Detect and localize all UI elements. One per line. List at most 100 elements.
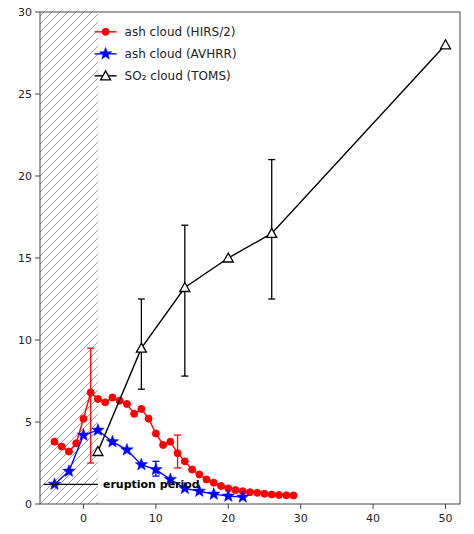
y-axis: 0 5 10 15 20 25 30 bbox=[18, 6, 40, 511]
legend-marker bbox=[102, 28, 109, 35]
plot-area bbox=[40, 12, 451, 504]
point bbox=[268, 491, 275, 498]
point bbox=[92, 424, 104, 436]
series bbox=[51, 348, 297, 499]
point bbox=[290, 492, 297, 499]
point bbox=[222, 490, 234, 502]
x-tick bbox=[300, 504, 301, 509]
y-tick-label: 5 bbox=[25, 416, 32, 429]
series bbox=[93, 40, 451, 456]
point bbox=[102, 399, 109, 406]
legend-label: SO₂ cloud (TOMS) bbox=[125, 69, 231, 83]
series-line bbox=[98, 45, 446, 452]
point bbox=[136, 343, 146, 352]
x-tick-label: 10 bbox=[149, 512, 163, 525]
error-bar-cap bbox=[87, 462, 94, 463]
point bbox=[51, 438, 58, 445]
y-tick bbox=[35, 340, 40, 341]
error-bar-stem bbox=[184, 225, 185, 376]
y-tick-label: 20 bbox=[18, 170, 32, 183]
error-bar-cap bbox=[87, 348, 94, 349]
point bbox=[150, 463, 162, 475]
plot-background bbox=[40, 12, 460, 504]
x-tick-label: 0 bbox=[80, 512, 87, 525]
y-tick-label: 25 bbox=[18, 88, 32, 101]
error-bar-cap bbox=[174, 467, 181, 468]
hatched-region bbox=[40, 12, 98, 504]
point bbox=[283, 492, 290, 499]
point bbox=[232, 487, 239, 494]
x-tick-label: 20 bbox=[221, 512, 235, 525]
annotation-line bbox=[44, 484, 98, 485]
point bbox=[58, 443, 65, 450]
y-tick bbox=[35, 176, 40, 177]
x-tick-label: 50 bbox=[439, 512, 453, 525]
point bbox=[210, 479, 217, 486]
plot-frame bbox=[40, 12, 460, 504]
error-bar-cap bbox=[138, 298, 145, 299]
error-bar-cap bbox=[174, 434, 181, 435]
error-bar-cap bbox=[268, 298, 275, 299]
point bbox=[152, 430, 159, 437]
point bbox=[167, 438, 174, 445]
annotation-text: eruption period bbox=[103, 478, 200, 491]
x-tick bbox=[445, 504, 446, 509]
point bbox=[65, 448, 72, 455]
point bbox=[208, 488, 220, 500]
y-tick-label: 30 bbox=[18, 6, 32, 19]
legend: ash cloud (HIRS/2)ash cloud (AVHRR)SO₂ c… bbox=[95, 25, 237, 83]
point bbox=[189, 466, 196, 473]
point bbox=[121, 443, 133, 455]
point bbox=[203, 476, 210, 483]
point bbox=[106, 435, 118, 447]
legend-marker bbox=[99, 47, 111, 59]
point bbox=[267, 228, 277, 237]
x-tick-label: 40 bbox=[366, 512, 380, 525]
legend-marker bbox=[101, 71, 111, 80]
error-bar-cap bbox=[268, 159, 275, 160]
point bbox=[275, 491, 282, 498]
y-tick-label: 10 bbox=[18, 334, 32, 347]
x-tick bbox=[373, 504, 374, 509]
error-bar-cap bbox=[181, 225, 188, 226]
point bbox=[94, 396, 101, 403]
y-tick bbox=[35, 94, 40, 95]
point bbox=[261, 490, 268, 497]
point bbox=[135, 458, 147, 470]
x-axis: 01020304050 bbox=[80, 504, 453, 525]
y-tick bbox=[35, 504, 40, 505]
point bbox=[109, 394, 116, 401]
series bbox=[48, 424, 249, 503]
point bbox=[180, 283, 190, 292]
x-tick bbox=[83, 504, 84, 509]
error-bar-cap bbox=[152, 475, 159, 476]
error-bar-cap bbox=[152, 461, 159, 462]
point bbox=[160, 441, 167, 448]
error-bar bbox=[87, 348, 94, 463]
chart: 01020304050051015202530eruption periodas… bbox=[0, 0, 474, 534]
point bbox=[174, 450, 181, 457]
error-bar-stem bbox=[90, 348, 91, 463]
series-line bbox=[54, 430, 242, 497]
legend-label: ash cloud (AVHRR) bbox=[125, 47, 237, 61]
point bbox=[93, 447, 103, 456]
y-tick-label: 0 bbox=[25, 498, 32, 511]
y-tick-label: 15 bbox=[18, 252, 32, 265]
error-bar bbox=[174, 435, 181, 468]
point bbox=[218, 482, 225, 489]
y-tick bbox=[35, 12, 40, 13]
x-tick bbox=[155, 504, 156, 509]
point bbox=[181, 458, 188, 465]
x-tick bbox=[228, 504, 229, 509]
y-tick bbox=[35, 258, 40, 259]
point bbox=[123, 400, 130, 407]
error-bar-cap bbox=[138, 389, 145, 390]
point bbox=[80, 415, 87, 422]
point bbox=[441, 40, 451, 49]
y-tick bbox=[35, 422, 40, 423]
point bbox=[138, 405, 145, 412]
point bbox=[77, 429, 89, 441]
error-bar-cap bbox=[181, 375, 188, 376]
error-bar bbox=[181, 225, 188, 376]
point bbox=[223, 253, 233, 262]
